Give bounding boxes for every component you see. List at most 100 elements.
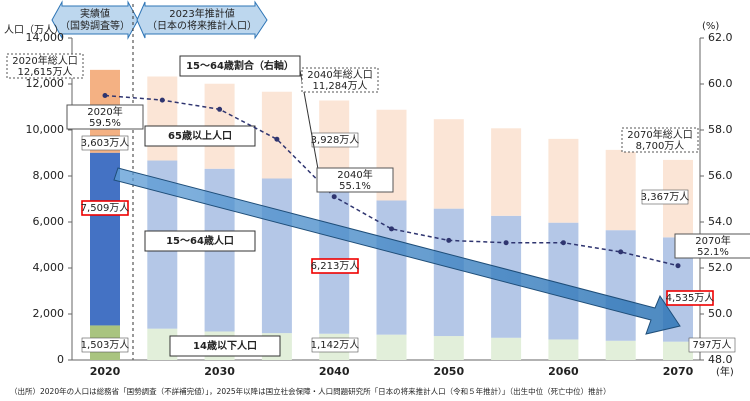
legend-box xyxy=(144,230,256,252)
bar-segment xyxy=(147,76,178,161)
y-tick-label: 8,000 xyxy=(33,169,65,182)
y-tick-label: 2,000 xyxy=(33,307,65,320)
ratio-marker xyxy=(446,237,452,243)
header-arrow xyxy=(136,0,268,40)
annotation-box xyxy=(674,233,750,259)
ratio-marker xyxy=(389,226,394,232)
bar-segment xyxy=(433,119,464,209)
label-box xyxy=(81,200,129,216)
y2-tick-label: 52.0 xyxy=(708,261,733,274)
annotation: 2040年 xyxy=(337,168,372,181)
legend-label: 15～64歳人口 xyxy=(166,234,234,247)
y2-tick-label: 56.0 xyxy=(708,169,733,182)
ratio-marker xyxy=(159,97,165,103)
label-box xyxy=(81,337,129,353)
annotation-box xyxy=(6,53,84,79)
x-axis-label: (年) xyxy=(716,365,734,378)
header-text: 2023年推計値 xyxy=(169,7,234,20)
legend-label: 65歳以上人口 xyxy=(168,129,232,142)
bar-segment xyxy=(491,128,522,216)
label-box xyxy=(641,189,689,205)
bar-segment xyxy=(663,341,693,360)
label-box xyxy=(311,258,359,274)
bar-segment xyxy=(90,152,120,326)
x-tick-label: 2050 xyxy=(433,365,464,378)
annotation-box xyxy=(621,127,699,153)
ratio-marker xyxy=(618,249,624,255)
bar-segment xyxy=(261,178,292,334)
legend-box xyxy=(144,125,256,147)
value-label: 3,603万人 xyxy=(81,137,130,149)
value-label: 3,928万人 xyxy=(311,134,360,146)
value-label: 7,509万人 xyxy=(81,202,130,214)
y-tick-label: 12,000 xyxy=(26,77,65,90)
header-arrow xyxy=(51,0,139,40)
ratio-marker xyxy=(331,194,337,200)
header-text: 実績値 xyxy=(80,7,110,20)
header-text: （日本の将来推計人口） xyxy=(147,19,257,32)
annotation: 11,284万人 xyxy=(313,80,368,92)
ratio-line xyxy=(104,94,679,267)
bar-segment xyxy=(605,149,636,231)
header-text: （国勢調査等） xyxy=(60,19,130,32)
ratio-marker xyxy=(102,93,108,98)
ratio-marker xyxy=(217,106,223,112)
ratio-marker xyxy=(274,136,280,142)
trend-arrow xyxy=(113,167,681,335)
annotation: 2020年 xyxy=(87,105,122,118)
bar-segment xyxy=(376,334,407,360)
y2-tick-label: 50.0 xyxy=(708,307,733,320)
bar-segment xyxy=(433,336,464,360)
x-tick-label: 2070 xyxy=(663,365,694,378)
ratio-marker xyxy=(560,240,566,246)
annotation: 2070年総人口 xyxy=(627,128,692,141)
y2-tick-label: 54.0 xyxy=(708,215,733,228)
annotation: 55.1% xyxy=(339,181,371,192)
y-tick-label: 0 xyxy=(57,353,64,366)
y2-axis-label: (%) xyxy=(702,21,719,32)
footnote: （出所）2020年の人口は総務省「国勢調査（不詳補完値）」，2025年以降は国立… xyxy=(10,386,611,396)
label-box xyxy=(81,135,129,151)
bar-segment xyxy=(261,91,292,179)
x-tick-label: 2040 xyxy=(319,365,350,378)
bar-segment xyxy=(548,138,579,223)
value-label: 4,535万人 xyxy=(666,292,715,304)
bar-segment xyxy=(376,200,407,335)
bar-segment xyxy=(605,230,636,341)
x-tick-label: 2060 xyxy=(548,365,579,378)
legend-box xyxy=(169,335,281,357)
label-box xyxy=(311,337,359,353)
y-tick-label: 10,000 xyxy=(26,123,65,136)
legend-label: 14歳以下人口 xyxy=(193,339,257,352)
annotation: 2020年総人口 xyxy=(12,54,77,67)
x-tick-label: 2020 xyxy=(90,365,121,378)
value-label: 1,142万人 xyxy=(311,339,360,351)
value-label: 6,213万人 xyxy=(311,260,360,272)
annotation-box xyxy=(301,67,379,93)
label-box xyxy=(688,337,736,353)
legend-box xyxy=(179,55,301,77)
ratio-marker xyxy=(675,263,681,269)
annotation: 12,615万人 xyxy=(18,66,73,78)
annotation: 2040年総人口 xyxy=(307,68,372,81)
annotation: 8,700万人 xyxy=(636,140,685,152)
y-tick-label: 14,000 xyxy=(26,31,65,44)
y2-tick-label: 48.0 xyxy=(708,353,733,366)
annotation: 52.1% xyxy=(697,247,729,258)
bar-segment xyxy=(605,340,636,360)
bar-segment xyxy=(491,337,522,360)
annotation-box xyxy=(316,167,394,193)
y2-tick-label: 62.0 xyxy=(708,31,733,44)
annotation-box xyxy=(66,104,144,130)
label-box xyxy=(666,290,714,306)
bar-segment xyxy=(433,208,464,337)
x-tick-label: 2030 xyxy=(204,365,235,378)
y2-tick-label: 60.0 xyxy=(708,77,733,90)
y2-tick-label: 58.0 xyxy=(708,123,733,136)
y-tick-label: 6,000 xyxy=(33,215,65,228)
value-label: 1,503万人 xyxy=(81,339,130,351)
bar-segment xyxy=(548,339,579,360)
y-tick-label: 4,000 xyxy=(33,261,65,274)
y-axis-label: 人口（万人） xyxy=(4,24,64,36)
